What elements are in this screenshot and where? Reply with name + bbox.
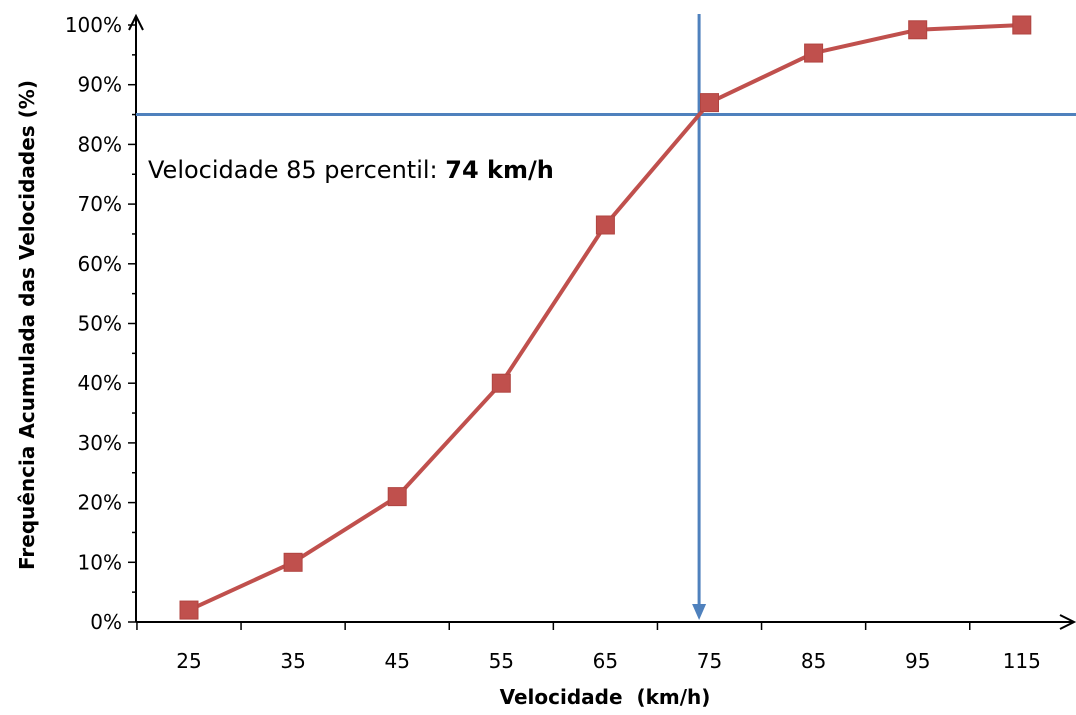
x-axis-arrow xyxy=(1059,614,1076,630)
data-point xyxy=(283,552,303,572)
y-axis-title: Frequência Acumulada das Velocidades (%) xyxy=(15,80,39,570)
y-tick-label: 0% xyxy=(90,610,122,634)
reference-lines xyxy=(136,14,1076,620)
percentile-annotation: Velocidade 85 percentil: 74 km/h xyxy=(148,156,554,184)
y-tick-label: 60% xyxy=(78,252,122,276)
axes xyxy=(128,13,1076,630)
data-point xyxy=(908,20,928,40)
x-tick-label: 55 xyxy=(489,649,514,673)
y-tick-label: 90% xyxy=(78,73,122,97)
x-tick-label: 65 xyxy=(593,649,618,673)
data-point xyxy=(387,487,407,507)
x-tick-label: 85 xyxy=(801,649,826,673)
annotation-value: 74 km/h xyxy=(445,156,554,184)
y-tick-label: 40% xyxy=(78,371,122,395)
annotation-prefix: Velocidade 85 percentil: xyxy=(148,156,445,184)
x-axis-title: Velocidade (km/h) xyxy=(500,685,711,709)
data-point xyxy=(491,373,511,393)
data-point xyxy=(700,93,719,113)
data-point xyxy=(804,43,824,63)
x-tick-label: 45 xyxy=(384,649,409,673)
data-point xyxy=(179,600,199,620)
x-tick-label: 115 xyxy=(1003,649,1041,673)
x-tick-label: 25 xyxy=(176,649,201,673)
x-tick-label: 35 xyxy=(280,649,305,673)
series-line xyxy=(188,23,1022,612)
x-tick-label: 95 xyxy=(905,649,930,673)
x-tick-label: 75 xyxy=(697,649,722,673)
y-tick-label: 50% xyxy=(78,312,122,336)
data-point xyxy=(595,215,615,235)
labels: 0% 10% 20% 30% 40% 50% 60% 70% 80% 90% 100% 25 35 45 5… xyxy=(65,13,1041,673)
data-point xyxy=(1012,15,1032,35)
vertical-reference-arrow xyxy=(692,604,707,620)
y-tick-label: 10% xyxy=(78,550,122,574)
y-tick-label: 100% xyxy=(65,13,122,37)
series-layer xyxy=(179,15,1032,620)
y-tick-label: 20% xyxy=(78,491,122,515)
y-tick-label: 80% xyxy=(78,132,122,156)
y-tick-label: 30% xyxy=(78,431,122,455)
y-tick-label: 70% xyxy=(78,192,122,216)
